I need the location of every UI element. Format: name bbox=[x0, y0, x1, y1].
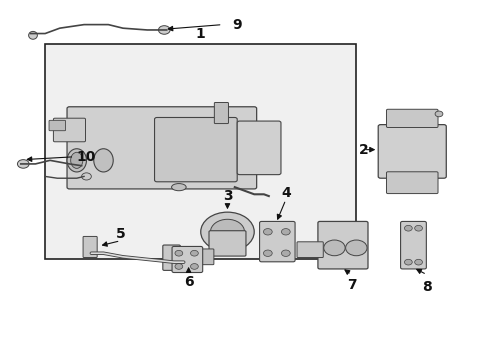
Circle shape bbox=[345, 240, 366, 256]
FancyBboxPatch shape bbox=[386, 109, 437, 127]
FancyBboxPatch shape bbox=[386, 172, 437, 194]
Text: 6: 6 bbox=[183, 275, 193, 289]
Circle shape bbox=[190, 250, 198, 256]
Text: 2: 2 bbox=[358, 143, 368, 157]
Circle shape bbox=[263, 229, 272, 235]
FancyBboxPatch shape bbox=[400, 221, 426, 269]
Circle shape bbox=[323, 240, 345, 256]
Circle shape bbox=[175, 250, 183, 256]
Circle shape bbox=[201, 212, 254, 251]
Text: 5: 5 bbox=[115, 227, 125, 241]
FancyBboxPatch shape bbox=[208, 231, 245, 256]
Circle shape bbox=[281, 250, 289, 256]
Text: 4: 4 bbox=[281, 186, 290, 200]
Ellipse shape bbox=[71, 152, 82, 168]
Circle shape bbox=[210, 219, 244, 244]
Text: 8: 8 bbox=[421, 280, 431, 294]
Ellipse shape bbox=[29, 31, 37, 39]
FancyBboxPatch shape bbox=[259, 221, 294, 262]
FancyBboxPatch shape bbox=[53, 118, 85, 142]
FancyBboxPatch shape bbox=[237, 121, 281, 175]
Ellipse shape bbox=[171, 184, 186, 191]
FancyBboxPatch shape bbox=[67, 107, 256, 189]
Text: 1: 1 bbox=[196, 27, 205, 41]
FancyBboxPatch shape bbox=[296, 242, 323, 257]
Text: 9: 9 bbox=[232, 18, 242, 32]
Circle shape bbox=[414, 259, 422, 265]
Circle shape bbox=[18, 159, 29, 168]
Circle shape bbox=[404, 259, 411, 265]
Ellipse shape bbox=[94, 149, 113, 172]
Text: 10: 10 bbox=[77, 150, 96, 164]
Circle shape bbox=[158, 26, 170, 34]
Circle shape bbox=[175, 264, 183, 269]
FancyBboxPatch shape bbox=[175, 249, 213, 265]
FancyBboxPatch shape bbox=[49, 120, 65, 131]
Circle shape bbox=[414, 225, 422, 231]
Bar bbox=[45, 44, 356, 258]
Circle shape bbox=[263, 250, 272, 256]
FancyBboxPatch shape bbox=[214, 103, 228, 123]
FancyBboxPatch shape bbox=[163, 245, 180, 270]
Text: 3: 3 bbox=[222, 189, 232, 203]
FancyBboxPatch shape bbox=[83, 237, 97, 257]
FancyBboxPatch shape bbox=[154, 117, 237, 182]
Circle shape bbox=[404, 225, 411, 231]
Ellipse shape bbox=[67, 149, 86, 172]
Circle shape bbox=[434, 111, 442, 117]
Text: 7: 7 bbox=[346, 278, 356, 292]
FancyBboxPatch shape bbox=[377, 125, 446, 178]
Circle shape bbox=[190, 264, 198, 269]
Circle shape bbox=[281, 229, 289, 235]
FancyBboxPatch shape bbox=[172, 247, 202, 273]
Circle shape bbox=[81, 173, 91, 180]
FancyBboxPatch shape bbox=[317, 221, 367, 269]
